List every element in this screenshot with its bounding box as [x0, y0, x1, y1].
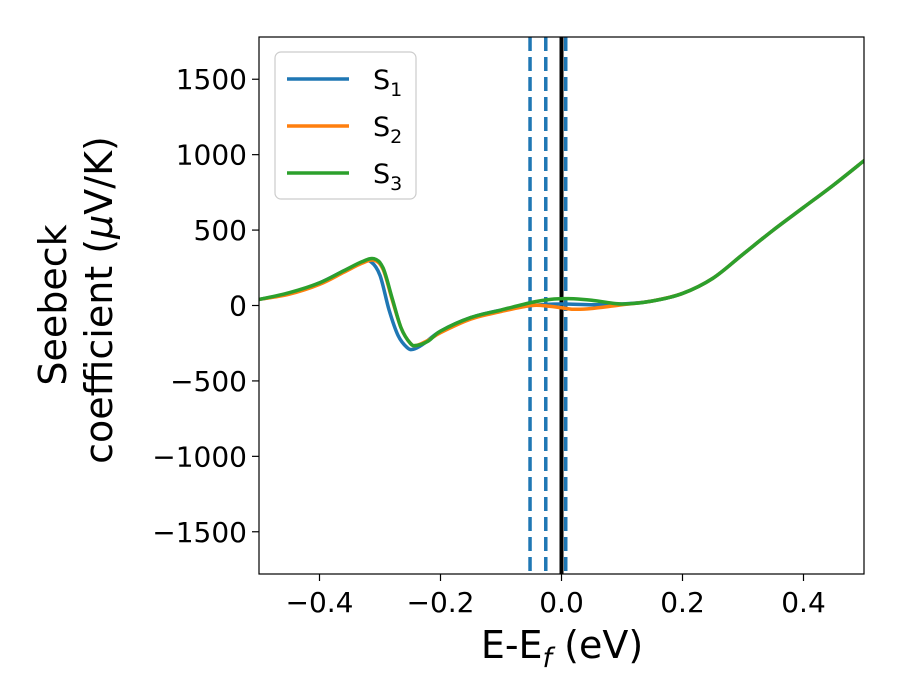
y-tick-label: 1000 — [176, 139, 247, 172]
y-tick-label: −500 — [170, 365, 247, 398]
plot-area — [259, 37, 864, 574]
y-tick-label: −1000 — [152, 440, 247, 473]
y-tick-label: 0 — [229, 290, 247, 323]
y-tick-label: −1500 — [152, 516, 247, 549]
legend: S1 S2 S3 — [274, 51, 417, 200]
y-tick-label: 1500 — [176, 63, 247, 96]
legend-label-s3: S3 — [373, 159, 402, 195]
x-tick-label: 0.0 — [539, 586, 584, 619]
x-tick-label: −0.2 — [407, 586, 475, 619]
y-axis-title-line2: coefficient (μV/K) — [77, 136, 121, 464]
legend-label-s2: S2 — [373, 112, 402, 148]
series-line-s3 — [259, 158, 864, 348]
x-axis: −0.4 −0.2 0.0 0.2 0.4 — [286, 574, 826, 619]
x-tick-label: −0.4 — [286, 586, 354, 619]
x-tick-label: 0.4 — [781, 586, 826, 619]
x-tick-label: 0.2 — [660, 586, 705, 619]
y-tick-label: 500 — [194, 214, 247, 247]
legend-label-s1: S1 — [373, 65, 402, 101]
x-axis-title: E-Ef (eV) — [481, 623, 643, 674]
y-axis-title-line1: Seebeck — [31, 224, 75, 385]
y-axis: 1500 1000 500 0 −500 −1000 −1500 — [152, 63, 259, 549]
